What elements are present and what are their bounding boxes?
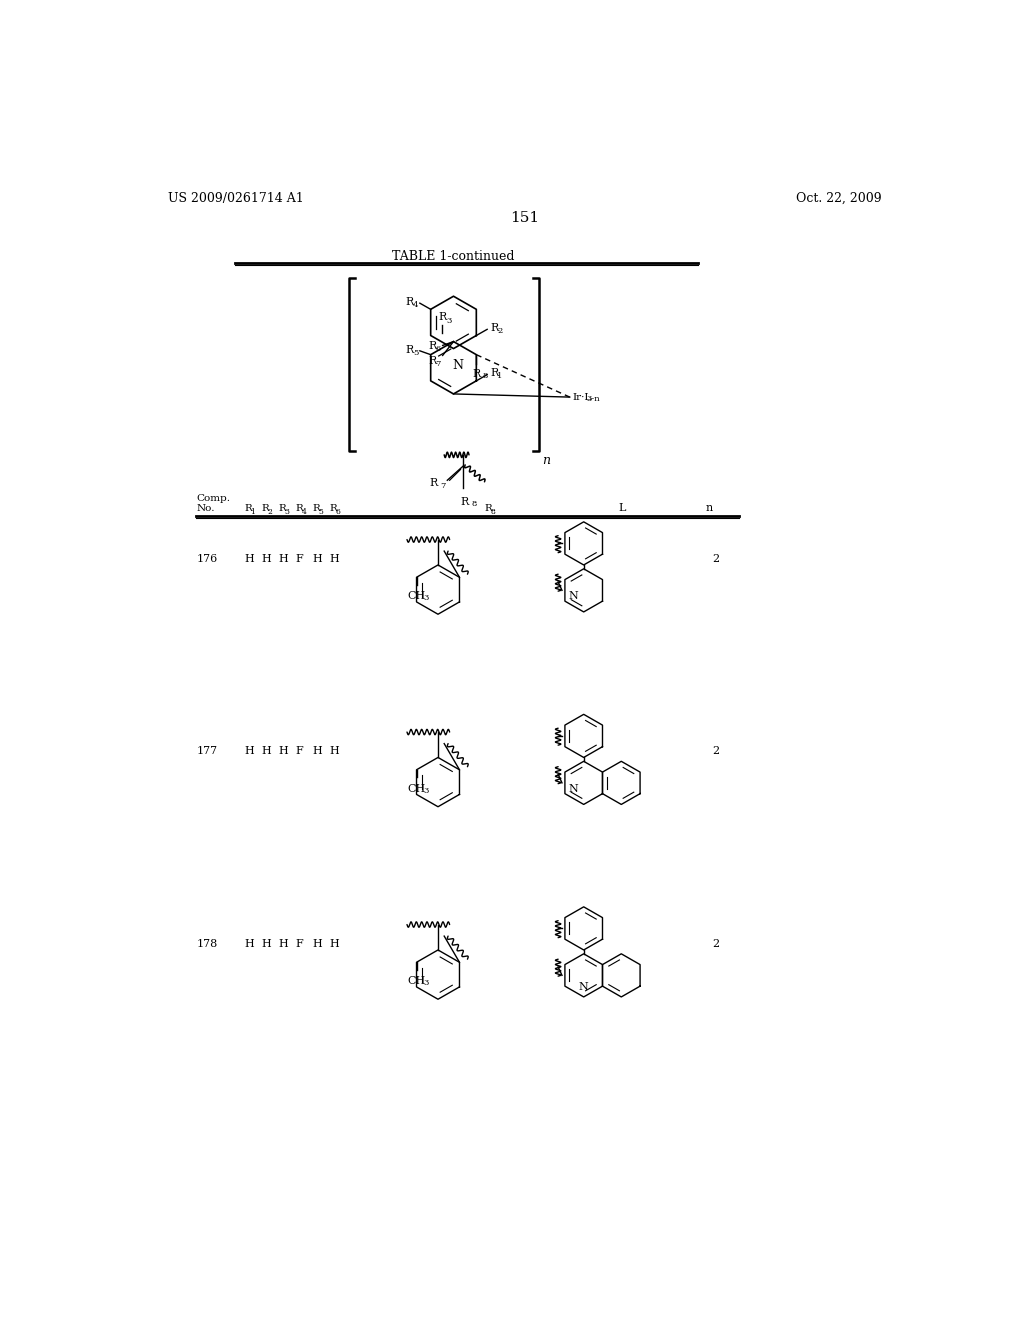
Text: 177: 177 <box>197 746 217 756</box>
Text: N: N <box>579 982 589 993</box>
Text: F: F <box>295 746 303 756</box>
Text: H: H <box>330 939 339 949</box>
Text: 8: 8 <box>471 500 477 508</box>
Text: 4: 4 <box>302 508 306 516</box>
Text: F: F <box>295 554 303 564</box>
Text: 3: 3 <box>424 787 429 795</box>
Text: 5: 5 <box>318 508 324 516</box>
Text: R: R <box>261 504 269 512</box>
Text: R: R <box>472 368 480 379</box>
Text: 3: 3 <box>424 594 429 602</box>
Text: H: H <box>312 746 323 756</box>
Text: 1: 1 <box>498 372 503 380</box>
Text: CH: CH <box>408 784 426 793</box>
Text: H: H <box>261 939 271 949</box>
Text: 6: 6 <box>336 508 341 516</box>
Text: H: H <box>245 746 254 756</box>
Text: 2: 2 <box>267 508 272 516</box>
Text: R: R <box>484 504 493 512</box>
Text: N: N <box>568 591 579 602</box>
Text: L: L <box>618 503 626 512</box>
Text: H: H <box>330 554 339 564</box>
Text: H: H <box>245 939 254 949</box>
Text: 178: 178 <box>197 939 217 949</box>
Text: 4: 4 <box>413 301 419 309</box>
Text: CH: CH <box>408 591 426 601</box>
Text: R: R <box>429 356 437 366</box>
Text: H: H <box>279 746 288 756</box>
Text: H: H <box>312 939 323 949</box>
Text: R: R <box>330 504 337 512</box>
Text: Comp.: Comp. <box>197 495 230 503</box>
Text: R: R <box>429 341 437 351</box>
Text: 1: 1 <box>251 508 255 516</box>
Text: 6: 6 <box>435 346 441 354</box>
Text: 2: 2 <box>498 327 503 335</box>
Text: n: n <box>706 503 713 512</box>
Text: R: R <box>429 478 437 488</box>
Text: R: R <box>245 504 252 512</box>
Text: 7: 7 <box>435 360 441 368</box>
Text: R: R <box>438 313 446 322</box>
Text: 3: 3 <box>424 979 429 987</box>
Text: R: R <box>295 504 303 512</box>
Text: H: H <box>330 746 339 756</box>
Text: CH: CH <box>408 977 426 986</box>
Text: 3-n: 3-n <box>587 396 600 404</box>
Text: Oct. 22, 2009: Oct. 22, 2009 <box>796 191 882 205</box>
Text: R: R <box>406 345 414 355</box>
Text: R: R <box>312 504 321 512</box>
Text: R: R <box>490 323 499 333</box>
Text: N: N <box>568 784 579 793</box>
Text: F: F <box>295 939 303 949</box>
Text: 151: 151 <box>510 211 540 226</box>
Text: Ir·L: Ir·L <box>572 392 591 401</box>
Text: TABLE 1-continued: TABLE 1-continued <box>392 251 515 264</box>
Text: US 2009/0261714 A1: US 2009/0261714 A1 <box>168 191 304 205</box>
Text: H: H <box>245 554 254 564</box>
Text: N: N <box>453 359 464 372</box>
Text: 8: 8 <box>482 372 487 380</box>
Text: 7: 7 <box>440 482 445 491</box>
Text: 3: 3 <box>446 318 453 326</box>
Text: R: R <box>406 297 414 306</box>
Text: 2: 2 <box>712 939 719 949</box>
Text: No.: No. <box>197 504 215 512</box>
Text: H: H <box>261 554 271 564</box>
Text: H: H <box>279 554 288 564</box>
Text: H: H <box>312 554 323 564</box>
Text: 2: 2 <box>712 746 719 756</box>
Text: R: R <box>279 504 286 512</box>
Text: H: H <box>279 939 288 949</box>
Text: 8: 8 <box>490 508 496 516</box>
Text: 3: 3 <box>285 508 290 516</box>
Text: 176: 176 <box>197 554 217 564</box>
Text: 5: 5 <box>413 348 418 358</box>
Text: R: R <box>490 368 499 378</box>
Text: R: R <box>460 498 468 507</box>
Text: H: H <box>261 746 271 756</box>
Text: n: n <box>542 454 550 467</box>
Text: 2: 2 <box>712 554 719 564</box>
